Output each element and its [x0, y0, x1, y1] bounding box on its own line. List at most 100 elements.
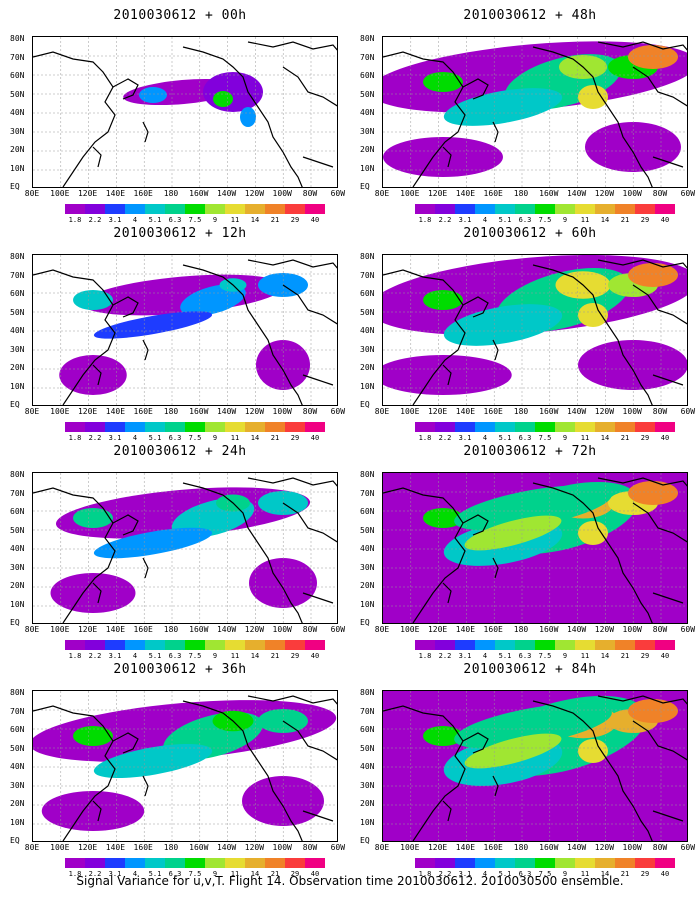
coastline	[112, 514, 139, 536]
forecast-panel: 2010030612 + 12h 80N 70N 60N 50N 40N 30N 20N 10N…	[10, 226, 350, 446]
longitude-label: 140W	[216, 407, 237, 416]
colorbar-label: 2.2	[88, 216, 102, 224]
latitude-label: 10N	[360, 381, 375, 391]
colorbar-label: 7.5	[538, 652, 552, 660]
latitude-label: 60N	[360, 71, 375, 80]
colorbar-swatch	[305, 422, 325, 432]
latitude-label: 80N	[10, 34, 25, 43]
colorbar-swatch	[655, 858, 675, 868]
colorbar-label: 3.1	[108, 652, 122, 660]
coastline	[632, 720, 687, 761]
map-canvas	[33, 255, 337, 405]
longitude-label: 80E	[24, 189, 40, 198]
longitude-label: 140E	[455, 407, 476, 416]
coastline	[282, 66, 337, 107]
longitude-label: 160E	[483, 843, 503, 852]
variance-contour	[578, 521, 608, 545]
map-plot	[382, 254, 688, 406]
longitude-label: 100E	[50, 843, 70, 852]
longitude-label: 60W	[330, 407, 346, 416]
colorbar	[415, 204, 675, 214]
longitude-label: 120E	[77, 407, 98, 416]
longitude-label: 100E	[400, 843, 420, 852]
colorbar-swatch	[415, 640, 435, 650]
colorbar-swatch	[225, 858, 245, 868]
latitude-label: 30N	[10, 562, 25, 572]
latitude-label: 20N	[10, 799, 25, 808]
colorbar-swatch	[165, 422, 185, 432]
colorbar-label: 5.1	[498, 216, 512, 224]
longitude-label: 100W	[622, 189, 642, 198]
coastline	[302, 810, 334, 822]
colorbar-swatch	[555, 422, 575, 432]
panel-title: 2010030612 + 72h	[463, 444, 597, 459]
colorbar-swatch	[535, 204, 555, 214]
longitude-label: 160E	[133, 843, 153, 852]
longitude-label: 180	[513, 189, 529, 198]
colorbar-swatch	[435, 640, 455, 650]
variance-contour	[454, 485, 612, 531]
longitude-label: 80W	[652, 625, 668, 634]
colorbar-label: 21	[270, 652, 280, 660]
colorbar-swatch	[245, 640, 265, 650]
latitude-label: 60N	[360, 725, 375, 734]
colorbar-label: 21	[620, 216, 630, 224]
longitude-label: 160W	[189, 843, 209, 852]
latitude-label: 70N	[360, 52, 375, 62]
colorbar-swatch	[185, 204, 205, 214]
latitude-label: 70N	[10, 488, 25, 498]
longitude-label: 60W	[680, 189, 696, 198]
colorbar-label: 2.2	[88, 870, 102, 878]
colorbar-swatch	[595, 204, 615, 214]
coastline	[462, 78, 489, 100]
variance-contour	[240, 107, 256, 127]
variance-contour	[383, 573, 521, 613]
coastline	[112, 296, 139, 318]
variance-contour	[443, 304, 563, 346]
colorbar-swatch	[515, 640, 535, 650]
longitude-label: 80E	[374, 189, 390, 198]
colorbar-swatch	[635, 422, 655, 432]
colorbar-swatch	[225, 204, 245, 214]
latitude-label: 50N	[10, 525, 25, 535]
latitude-label: 20N	[10, 145, 25, 154]
latitude-label: 30N	[360, 126, 375, 136]
colorbar-swatch	[205, 858, 225, 868]
coastline	[652, 810, 684, 822]
coastline	[282, 502, 337, 543]
colorbar-label: 3.1	[458, 434, 472, 442]
longitude-label: 160W	[539, 189, 559, 198]
latitude-label: 30N	[10, 126, 25, 136]
longitude-label: 160W	[189, 189, 209, 198]
latitude-label: EQ	[360, 182, 370, 191]
colorbar-label: 1.8	[418, 870, 432, 878]
longitude-label: 140E	[105, 625, 126, 634]
coastline	[652, 156, 684, 168]
colorbar-label: 1.8	[68, 434, 82, 442]
map-canvas	[383, 37, 687, 187]
map-canvas	[33, 37, 337, 187]
latitude-label: 50N	[360, 743, 375, 753]
longitude-label: 160W	[189, 625, 209, 634]
colorbar-label: 11	[580, 434, 590, 442]
colorbar-swatch	[285, 858, 305, 868]
variance-contour	[93, 311, 213, 339]
longitude-label: 160W	[539, 407, 559, 416]
map-plot	[32, 254, 338, 406]
longitude-label: 80E	[24, 843, 40, 852]
coastline	[182, 482, 303, 623]
coastline	[302, 156, 334, 168]
colorbar-swatch	[285, 204, 305, 214]
colorbar-label: 9	[212, 652, 218, 660]
latitude-label: 20N	[360, 799, 375, 808]
colorbar-label: 4	[132, 870, 138, 878]
colorbar-label: 11	[230, 652, 240, 660]
colorbar-swatch	[655, 422, 675, 432]
colorbar-label: 1.8	[418, 652, 432, 660]
colorbar-label: 9	[212, 434, 218, 442]
coastline	[632, 66, 687, 107]
coastline	[597, 41, 687, 51]
latitude-label: 70N	[10, 52, 25, 62]
colorbar-swatch	[105, 422, 125, 432]
latitude-label: 80N	[360, 688, 375, 697]
